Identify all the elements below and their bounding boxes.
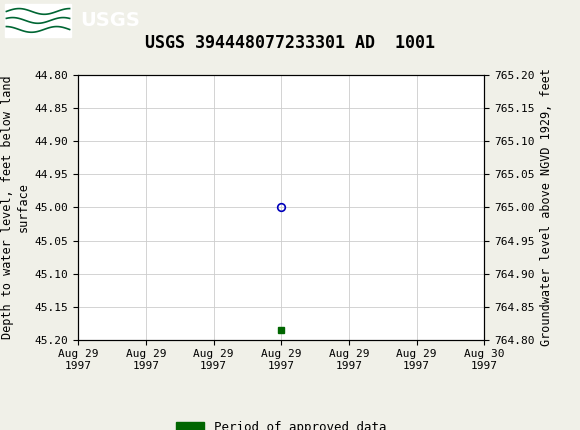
Bar bbox=[5, 4, 71, 37]
Y-axis label: Groundwater level above NGVD 1929, feet: Groundwater level above NGVD 1929, feet bbox=[540, 68, 553, 347]
Text: USGS 394448077233301 AD  1001: USGS 394448077233301 AD 1001 bbox=[145, 34, 435, 52]
Legend: Period of approved data: Period of approved data bbox=[171, 416, 392, 430]
Text: USGS: USGS bbox=[80, 11, 140, 30]
Y-axis label: Depth to water level, feet below land
surface: Depth to water level, feet below land su… bbox=[1, 76, 29, 339]
